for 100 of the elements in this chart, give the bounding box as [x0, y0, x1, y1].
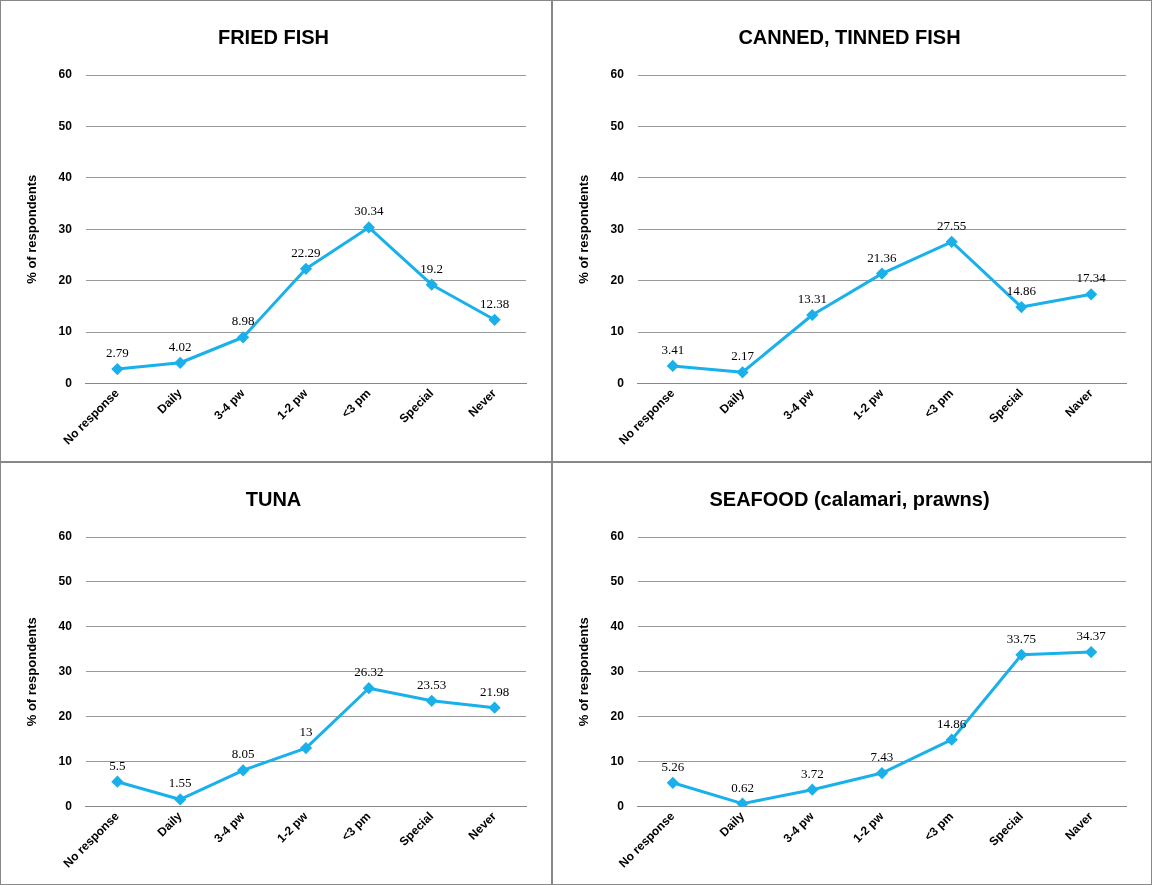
point	[489, 702, 501, 714]
data-label: 21.36	[867, 249, 898, 265]
point	[946, 236, 958, 248]
point	[667, 360, 679, 372]
y-tick-label: 60	[610, 67, 625, 82]
data-label: 5.26	[661, 758, 685, 774]
data-label: 26.32	[354, 664, 384, 680]
point	[237, 764, 249, 776]
data-label: 4.02	[168, 338, 192, 354]
y-tick-label: 10	[58, 753, 73, 768]
data-label: 2.17	[731, 348, 755, 364]
point	[1015, 301, 1027, 313]
point	[1085, 646, 1097, 658]
y-tick-label: 60	[58, 67, 73, 82]
y-axis-title: % of respondents	[576, 174, 592, 284]
x-tick-label: 3-4 pw	[780, 385, 818, 423]
point	[426, 279, 438, 291]
point	[876, 767, 888, 779]
point	[806, 784, 818, 796]
data-label: 14.86	[937, 715, 967, 731]
y-tick-label: 30	[58, 664, 73, 679]
chart-title: FRIED FISH	[217, 25, 330, 48]
x-tick-label: 1-2 pw	[274, 808, 311, 846]
data-label: 8.98	[231, 313, 255, 329]
data-label: 22.29	[291, 244, 321, 260]
y-axis-title: % of respondents	[24, 174, 40, 284]
point	[876, 268, 888, 280]
point	[174, 357, 186, 369]
point	[737, 366, 749, 378]
y-axis-title: % of respondents	[24, 617, 40, 727]
y-tick-label: 40	[58, 170, 73, 185]
data-label: 27.55	[937, 217, 967, 233]
data-label: 12.38	[479, 295, 510, 311]
point	[111, 363, 123, 375]
point	[426, 695, 438, 707]
data-label: 17.34	[1076, 270, 1107, 286]
point	[806, 309, 818, 321]
chart-title: SEAFOOD (calamari, prawns)	[709, 487, 990, 510]
y-tick-label: 30	[610, 664, 625, 679]
data-label: 2.79	[106, 345, 129, 360]
y-tick-label: 60	[610, 529, 625, 544]
data-label: 14.86	[1006, 282, 1037, 298]
y-tick-label: 40	[610, 170, 625, 185]
y-tick-label: 20	[58, 708, 73, 723]
y-tick-label: 10	[58, 324, 73, 339]
y-tick-label: 20	[610, 272, 625, 287]
data-label: 7.43	[870, 748, 894, 764]
data-label: 13	[299, 723, 313, 739]
data-label: 8.05	[231, 746, 255, 762]
y-tick-label: 30	[610, 221, 625, 236]
y-tick-label: 0	[617, 798, 625, 813]
y-axis-title: % of respondents	[576, 617, 592, 727]
y-tick-label: 40	[58, 619, 73, 634]
point	[946, 734, 958, 746]
data-label: 34.37	[1076, 628, 1107, 644]
point	[667, 777, 679, 789]
y-tick-label: 30	[58, 221, 73, 236]
point	[1085, 288, 1097, 300]
y-tick-label: 60	[58, 529, 73, 544]
point	[1015, 649, 1027, 661]
y-tick-label: 0	[617, 375, 625, 390]
y-tick-label: 50	[610, 118, 625, 133]
data-label: 33.75	[1006, 630, 1037, 646]
y-tick-label: 20	[58, 272, 73, 287]
x-tick-label: <3 pm	[338, 809, 374, 844]
point	[363, 682, 375, 694]
data-label: 23.53	[417, 676, 447, 692]
y-tick-label: 40	[610, 619, 625, 634]
y-tick-label: 50	[58, 574, 73, 589]
chart-title: CANNED, TINNED FISH	[738, 25, 961, 48]
data-label: 30.34	[354, 203, 384, 219]
y-tick-label: 10	[610, 324, 625, 339]
x-tick-label: 3-4 pw	[780, 808, 818, 846]
data-label: 19.2	[420, 260, 444, 276]
x-tick-label: <3 pm	[921, 809, 957, 844]
chart-title: TUNA	[245, 487, 302, 510]
y-tick-label: 20	[610, 708, 625, 723]
point	[237, 331, 249, 343]
y-tick-label: 0	[65, 375, 73, 390]
data-label: 3.72	[800, 765, 824, 781]
y-tick-label: 10	[610, 753, 625, 768]
point	[489, 314, 501, 326]
point	[300, 263, 312, 275]
point	[363, 221, 375, 233]
x-tick-label: 3-4 pw	[211, 385, 249, 423]
x-tick-label: <3 pm	[338, 386, 374, 421]
data-label: 5.5	[109, 757, 126, 773]
data-label: 1.55	[168, 775, 192, 791]
x-tick-label: 3-4 pw	[211, 808, 249, 846]
x-tick-label: 1-2 pw	[274, 385, 311, 423]
x-tick-label: 1-2 pw	[850, 385, 887, 423]
y-tick-label: 0	[65, 798, 73, 813]
point	[300, 742, 312, 754]
data-label: 13.31	[797, 290, 827, 306]
data-label: 21.98	[479, 683, 510, 699]
y-tick-label: 50	[58, 118, 73, 133]
y-tick-label: 50	[610, 574, 625, 589]
point	[174, 793, 186, 805]
data-label: 0.62	[731, 779, 754, 795]
data-label: 3.41	[661, 341, 685, 357]
